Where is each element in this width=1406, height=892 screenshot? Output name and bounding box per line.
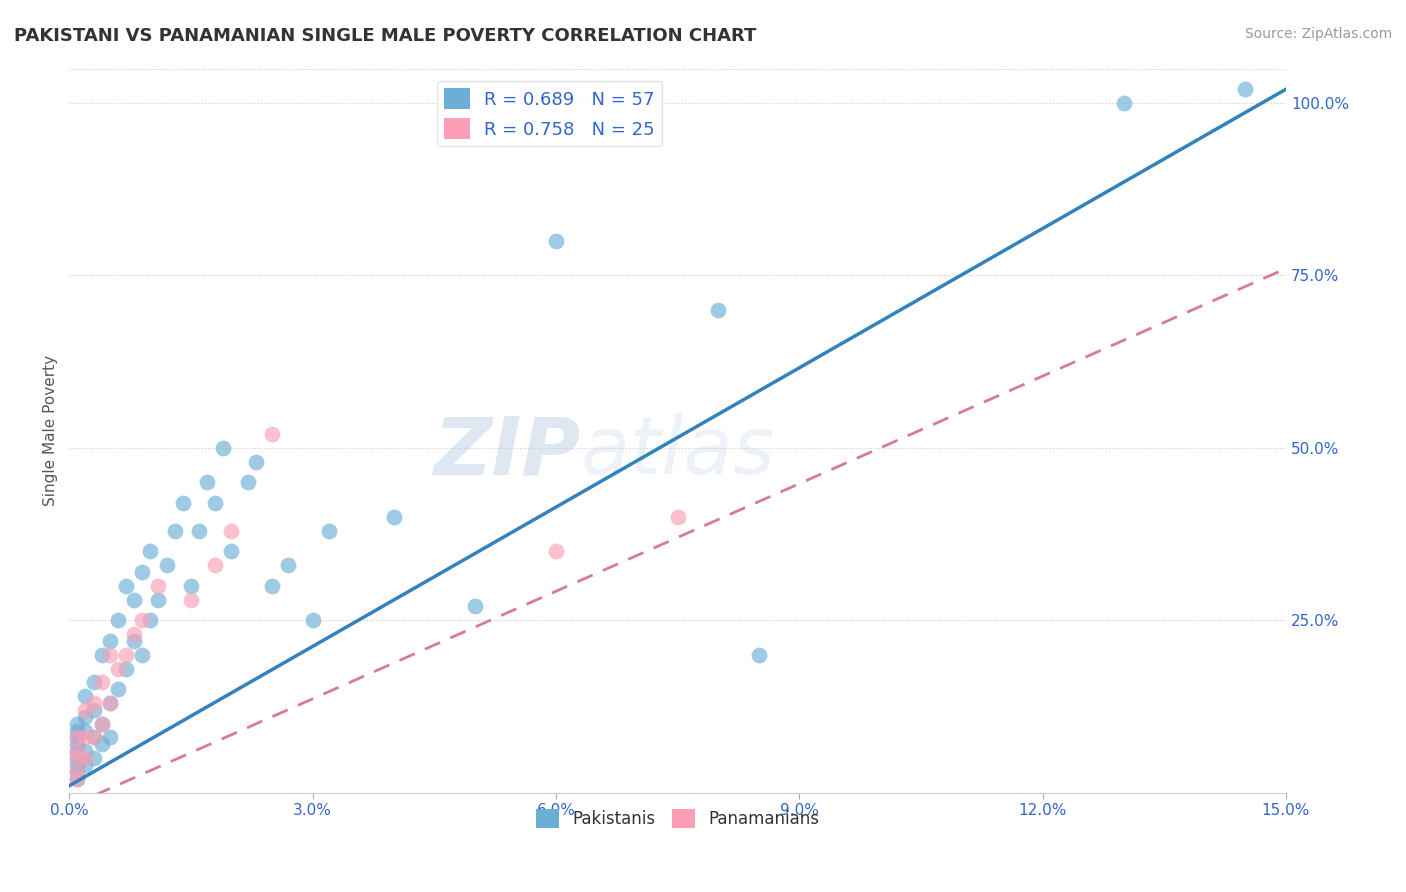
Point bbox=[180, 579, 202, 593]
Point bbox=[66, 716, 89, 731]
Point bbox=[204, 558, 226, 572]
Point bbox=[98, 634, 121, 648]
Point bbox=[75, 758, 97, 772]
Point bbox=[98, 696, 121, 710]
Point bbox=[83, 751, 105, 765]
Point bbox=[75, 723, 97, 738]
Point bbox=[90, 648, 112, 662]
Text: ZIP: ZIP bbox=[433, 413, 581, 491]
Point bbox=[66, 764, 89, 779]
Point bbox=[163, 524, 186, 538]
Point bbox=[75, 710, 97, 724]
Point bbox=[75, 744, 97, 758]
Point bbox=[666, 509, 689, 524]
Point bbox=[172, 496, 194, 510]
Point bbox=[75, 703, 97, 717]
Point bbox=[707, 302, 730, 317]
Point bbox=[75, 689, 97, 703]
Point bbox=[66, 738, 89, 752]
Point bbox=[544, 544, 567, 558]
Point bbox=[122, 627, 145, 641]
Point bbox=[148, 592, 170, 607]
Point bbox=[1112, 95, 1135, 110]
Point bbox=[75, 731, 97, 745]
Point bbox=[221, 524, 243, 538]
Point bbox=[1234, 82, 1257, 96]
Point bbox=[66, 744, 89, 758]
Point bbox=[66, 758, 89, 772]
Point bbox=[544, 234, 567, 248]
Point bbox=[131, 613, 153, 627]
Point bbox=[139, 613, 162, 627]
Text: Source: ZipAtlas.com: Source: ZipAtlas.com bbox=[1244, 27, 1392, 41]
Point bbox=[131, 648, 153, 662]
Point bbox=[107, 613, 129, 627]
Point bbox=[122, 634, 145, 648]
Point bbox=[66, 731, 89, 745]
Point bbox=[122, 592, 145, 607]
Point bbox=[236, 475, 259, 490]
Point bbox=[188, 524, 211, 538]
Point bbox=[301, 613, 323, 627]
Point bbox=[115, 661, 138, 675]
Point bbox=[139, 544, 162, 558]
Point bbox=[195, 475, 218, 490]
Point bbox=[83, 696, 105, 710]
Point bbox=[66, 764, 89, 779]
Point bbox=[260, 427, 283, 442]
Point bbox=[66, 751, 89, 765]
Point bbox=[66, 723, 89, 738]
Point bbox=[98, 648, 121, 662]
Point bbox=[107, 661, 129, 675]
Point bbox=[66, 731, 89, 745]
Point bbox=[98, 696, 121, 710]
Legend: Pakistanis, Panamanians: Pakistanis, Panamanians bbox=[529, 803, 827, 835]
Point bbox=[204, 496, 226, 510]
Point bbox=[66, 744, 89, 758]
Point bbox=[75, 751, 97, 765]
Point bbox=[66, 751, 89, 765]
Point bbox=[66, 772, 89, 786]
Text: atlas: atlas bbox=[581, 413, 775, 491]
Point bbox=[212, 441, 235, 455]
Point bbox=[90, 716, 112, 731]
Point bbox=[277, 558, 299, 572]
Point bbox=[245, 455, 267, 469]
Point bbox=[155, 558, 177, 572]
Point bbox=[464, 599, 486, 614]
Point bbox=[83, 675, 105, 690]
Y-axis label: Single Male Poverty: Single Male Poverty bbox=[44, 355, 58, 506]
Point bbox=[148, 579, 170, 593]
Point bbox=[90, 675, 112, 690]
Point bbox=[260, 579, 283, 593]
Point bbox=[382, 509, 405, 524]
Point bbox=[221, 544, 243, 558]
Point bbox=[83, 703, 105, 717]
Point bbox=[83, 731, 105, 745]
Point bbox=[98, 731, 121, 745]
Point bbox=[180, 592, 202, 607]
Point bbox=[318, 524, 340, 538]
Point bbox=[90, 716, 112, 731]
Point bbox=[131, 565, 153, 579]
Point bbox=[115, 579, 138, 593]
Point bbox=[83, 731, 105, 745]
Point bbox=[748, 648, 770, 662]
Text: PAKISTANI VS PANAMANIAN SINGLE MALE POVERTY CORRELATION CHART: PAKISTANI VS PANAMANIAN SINGLE MALE POVE… bbox=[14, 27, 756, 45]
Point bbox=[90, 738, 112, 752]
Point bbox=[115, 648, 138, 662]
Point bbox=[66, 772, 89, 786]
Point bbox=[107, 682, 129, 697]
